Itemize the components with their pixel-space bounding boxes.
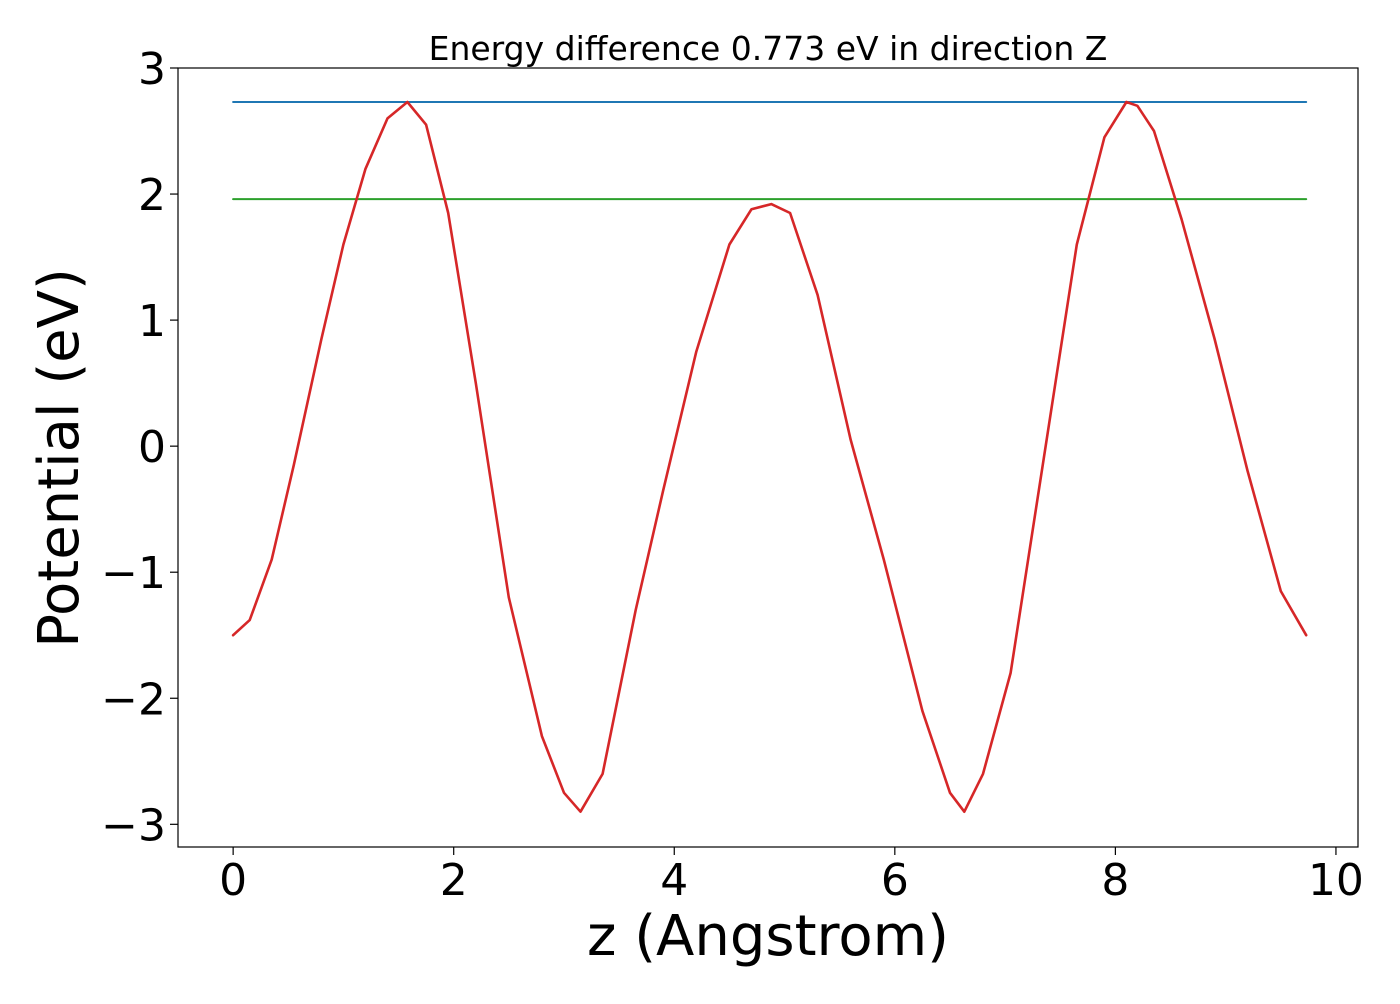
y-tick-label: 2 xyxy=(138,170,166,221)
y-tick-label: 1 xyxy=(138,296,166,347)
y-tick-label: −1 xyxy=(101,548,166,599)
y-tick-label: 0 xyxy=(138,422,166,473)
x-tick-label: 8 xyxy=(1101,855,1129,906)
series-line-3 xyxy=(231,100,1308,814)
chart-title: Energy difference 0.773 eV in direction … xyxy=(429,29,1108,68)
x-axis-label: z (Angstrom) xyxy=(587,904,949,969)
axes: 0 2 4 6 8 10 −3 −2 −1 0 1 2 3 xyxy=(101,44,1364,906)
y-axis-label: Potential (eV) xyxy=(27,268,92,648)
plot-area xyxy=(231,100,1308,814)
x-tick-label: 6 xyxy=(881,855,909,906)
x-tick-label: 2 xyxy=(440,855,468,906)
y-tick-label: −2 xyxy=(101,674,166,725)
y-tick-label: 3 xyxy=(138,44,166,95)
y-tick-label: −3 xyxy=(101,800,166,851)
x-tick-label: 0 xyxy=(219,855,247,906)
axes-frame xyxy=(177,67,1359,848)
x-tick-label: 10 xyxy=(1308,855,1364,906)
x-tick-label: 4 xyxy=(660,855,688,906)
